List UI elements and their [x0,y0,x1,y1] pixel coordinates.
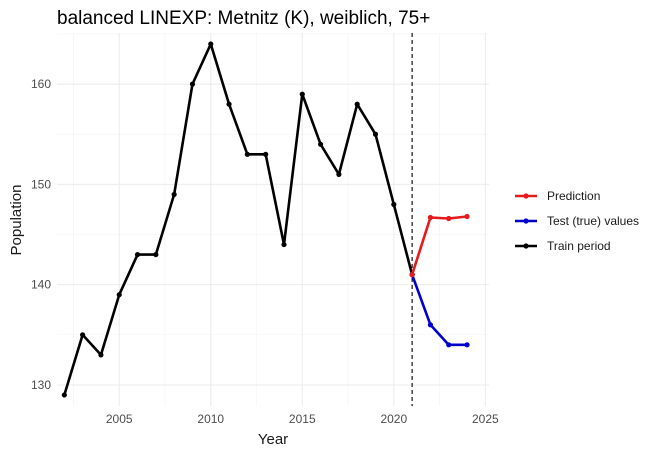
data-point-train-period [244,151,250,157]
x-tick-label: 2020 [380,412,407,426]
data-point-train-period [299,91,305,97]
data-point-train-period [208,41,214,47]
x-axis-title: Year [258,431,288,448]
y-tick-label: 160 [31,77,51,91]
legend-label-train-period: Train period [547,239,611,253]
y-tick-label: 150 [31,177,51,191]
data-point-train-period [98,352,104,358]
x-tick-label: 2010 [197,412,224,426]
plot-panel: 2005 2010 2015 2020 2025 130 140 150 160 [31,33,499,426]
y-axis-title: Population [8,185,25,256]
data-point-test-true-values [464,342,470,348]
legend-key-point-prediction [523,193,529,199]
data-point-train-period [317,141,324,147]
data-point-train-period [189,81,196,87]
data-point-test-true-values [427,322,434,328]
legend-label-prediction: Prediction [547,189,600,203]
data-point-train-period [226,101,232,107]
data-point-train-period [281,241,287,248]
x-tick-label: 2025 [472,412,499,426]
series-line-train-period [63,42,414,397]
data-point-prediction [427,214,434,221]
data-point-prediction [409,272,415,278]
chart-title: balanced LINEXP: Metnitz (K), weiblich, … [57,8,430,29]
x-tick-label: 2015 [289,412,316,426]
data-point-train-period [153,251,159,258]
data-point-train-period [372,131,379,137]
data-point-train-period [336,171,342,177]
data-point-prediction [464,213,470,220]
legend-key-point-train-period [523,243,529,249]
data-point-train-period [354,101,360,107]
data-point-train-period [61,392,67,398]
legend-key-point-test-true-values [523,218,529,224]
series-line-prediction [410,215,469,276]
data-point-train-period [391,201,397,208]
y-tick-label: 130 [31,378,51,392]
y-tick-label: 140 [31,278,51,292]
data-point-train-period [116,292,122,298]
data-point-train-period [134,251,141,258]
x-tick-label: 2005 [106,412,133,426]
legend-label-test-true-values: Test (true) values [547,214,639,228]
data-point-train-period [171,191,177,198]
data-point-train-period [263,151,269,157]
data-point-prediction [446,215,452,222]
legend: Prediction Test (true) values Train period [515,189,639,253]
data-point-train-period [80,332,86,338]
series-line-test-true-values [410,273,469,347]
data-point-test-true-values [446,342,452,348]
